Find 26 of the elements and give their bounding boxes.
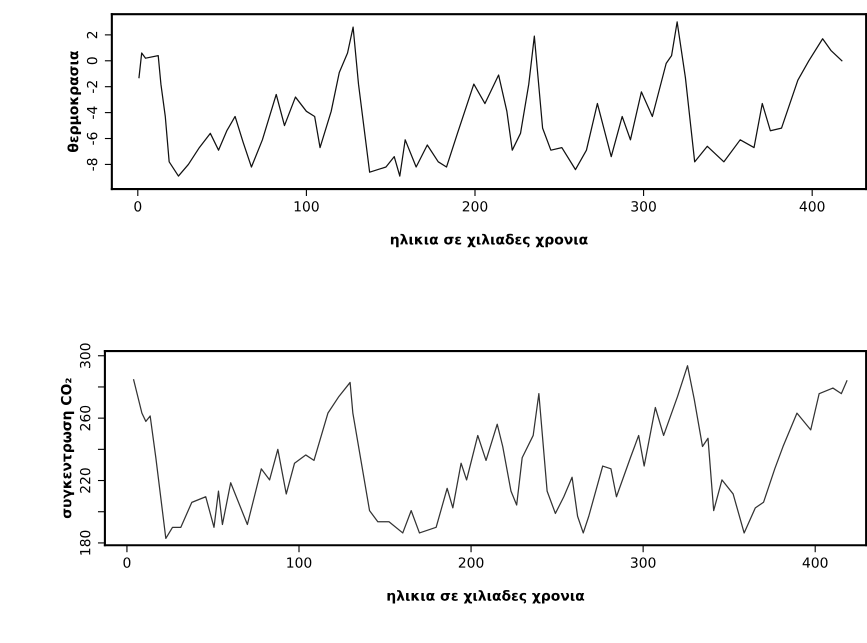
x-tick-label: 100 (287, 557, 312, 568)
y-tick-label: -8 (86, 158, 98, 171)
y-axis-title: συγκεντρωση CO₂ (60, 378, 74, 518)
x-tick-label: 100 (294, 201, 319, 212)
x-tick-label: 0 (123, 557, 130, 568)
x-tick-label: 0 (134, 201, 142, 212)
y-tick-label: 260 (80, 406, 90, 430)
x-tick-label: 400 (800, 201, 825, 212)
line-series (133, 365, 848, 540)
y-tick-label: 220 (80, 468, 90, 493)
y-tick-label: 180 (80, 530, 90, 555)
y-tick-label: -2 (86, 81, 98, 93)
y-tick-label: -4 (87, 106, 98, 119)
y-tick-label: 2 (86, 32, 98, 38)
line-series (138, 21, 842, 177)
x-axis-title: ηλικια σε χιλιαδες χρονια (387, 590, 584, 604)
x-tick-label: 200 (462, 201, 488, 212)
x-tick-label: 400 (802, 557, 828, 568)
x-tick-label: 300 (630, 557, 656, 568)
x-axis-title: ηλικια σε χιλιαδες χρονια (390, 234, 588, 248)
y-tick-label: 0 (86, 57, 98, 64)
y-tick-label: 300 (80, 343, 90, 368)
x-tick-label: 200 (458, 557, 484, 568)
y-axis-title: θερμοκρασια (67, 51, 82, 152)
x-tick-label: 300 (631, 201, 656, 212)
y-tick-label: -6 (86, 132, 98, 145)
